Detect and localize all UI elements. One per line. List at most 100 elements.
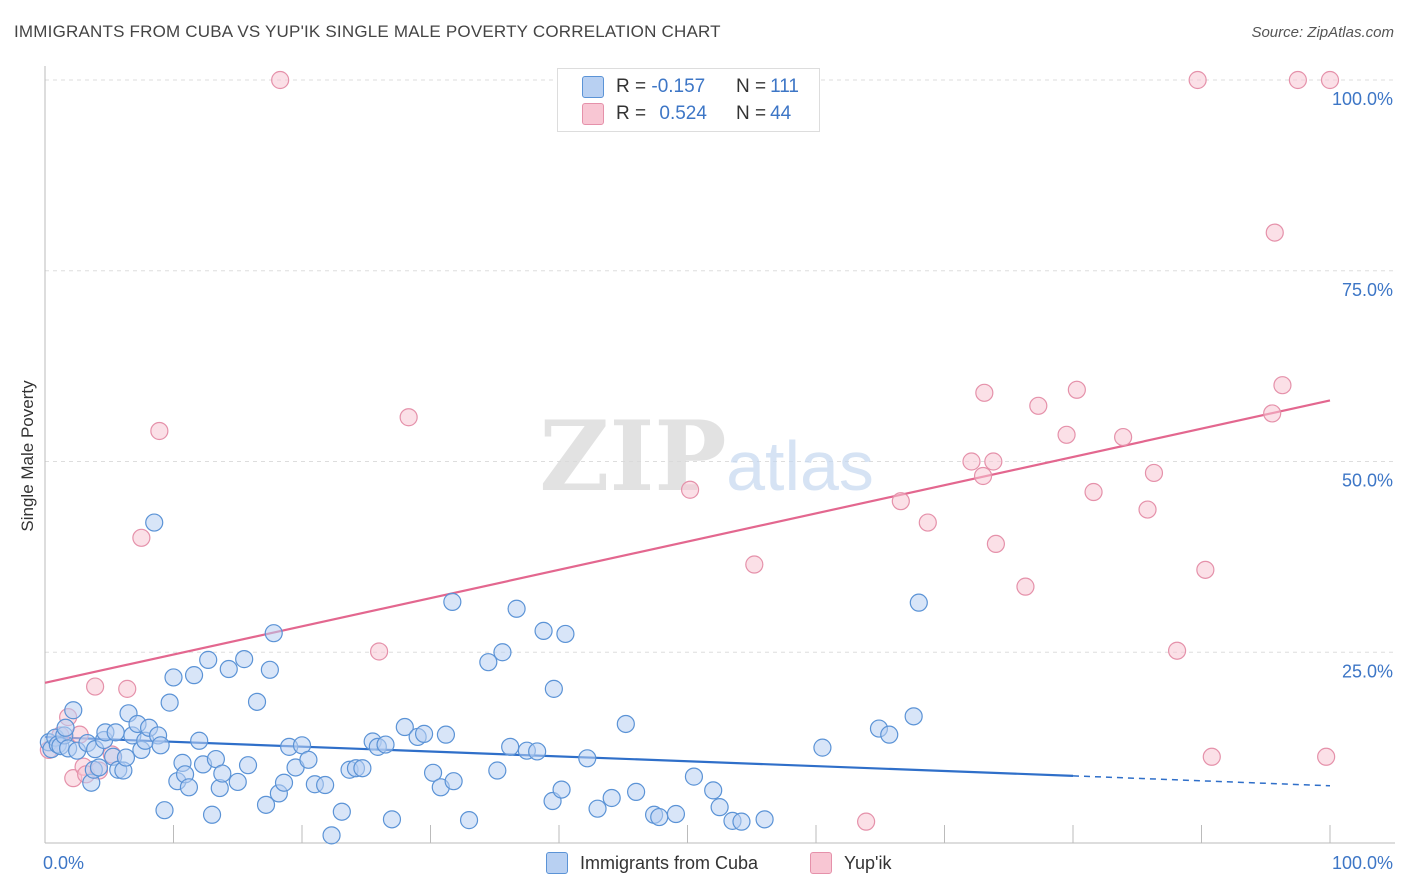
cuba-point xyxy=(56,718,75,737)
yupik-point xyxy=(1138,500,1157,519)
cuba-point xyxy=(235,650,254,669)
cuba-point xyxy=(704,781,723,800)
cuba-point xyxy=(493,643,512,662)
trendlines xyxy=(44,399,1331,787)
cuba-point xyxy=(299,750,318,769)
y-tick-label: 100.0% xyxy=(1332,89,1393,109)
y-tick-label: 75.0% xyxy=(1342,280,1393,300)
cuba-point xyxy=(164,668,183,687)
yupik-point xyxy=(745,555,764,574)
cuba-point xyxy=(353,759,372,778)
yupik-point xyxy=(1188,70,1207,90)
yupik-point xyxy=(891,492,910,511)
cuba-point xyxy=(151,736,170,755)
cuba-point xyxy=(544,679,563,698)
yupik-trendline xyxy=(44,399,1331,684)
cuba-point xyxy=(145,513,164,532)
yupik-point xyxy=(1265,223,1284,242)
legend-n-value-cuba: 111 xyxy=(770,76,799,97)
yupik-point xyxy=(1029,396,1048,415)
cuba-point xyxy=(184,666,204,685)
axes xyxy=(44,66,1395,844)
yupik-point xyxy=(986,534,1006,554)
cuba-point xyxy=(507,599,526,618)
yupik-point xyxy=(1202,747,1221,766)
bottom-legend-swatch-cuba xyxy=(546,852,568,874)
cuba-point xyxy=(813,738,832,757)
cuba-point xyxy=(64,701,83,720)
cuba-trendline xyxy=(44,735,1074,777)
cuba-point xyxy=(443,592,462,611)
cuba-point xyxy=(332,802,351,821)
cuba-point xyxy=(256,795,276,814)
bottom-legend-label-yupik: Yup'ik xyxy=(844,852,892,873)
legend-r-label: R = xyxy=(616,103,652,124)
cuba-point xyxy=(880,725,899,744)
cuba-point xyxy=(264,624,283,643)
bottom-legend-label-cuba: Immigrants from Cuba xyxy=(580,852,759,873)
cuba-point xyxy=(414,724,434,743)
yupik-point xyxy=(132,528,151,547)
yupik-point xyxy=(399,408,418,427)
legend-row-yupik: R = 0.524 N = 44 xyxy=(582,102,791,126)
yupik-point xyxy=(271,70,290,90)
x-tick-label: 100.0% xyxy=(1332,853,1393,873)
cuba-point xyxy=(488,761,507,780)
cuba-point xyxy=(710,798,729,817)
legend-r-value-yupik: 0.524 xyxy=(659,103,707,124)
x-tick-label: 0.0% xyxy=(43,853,84,873)
cuba-point xyxy=(436,725,456,744)
yupik-point xyxy=(1196,560,1215,579)
watermark-atlas: atlas xyxy=(726,427,874,505)
cuba-point xyxy=(626,782,646,801)
cuba-point xyxy=(904,707,923,726)
cuba-point xyxy=(219,659,238,679)
cuba-trendline-extension xyxy=(1072,775,1331,787)
legend-row-cuba: R = -0.157 N = 111 xyxy=(582,75,799,99)
chart-title: IMMIGRANTS FROM CUBA VS YUP'IK SINGLE MA… xyxy=(14,22,721,41)
yupik-point xyxy=(962,452,981,471)
cuba-point xyxy=(89,758,109,777)
yupik-point xyxy=(973,466,993,486)
yupik-point xyxy=(1263,404,1282,423)
bottom-legend-cuba: Immigrants from Cuba xyxy=(546,852,758,874)
cuba-point xyxy=(552,780,571,799)
cuba-point xyxy=(179,778,199,797)
cuba-point xyxy=(534,621,553,640)
stats-legend: R = -0.157 N = 111 R = 0.524 N = 44 xyxy=(557,68,820,132)
cuba-point xyxy=(228,772,247,792)
yupik-point xyxy=(1067,380,1086,399)
cuba-point xyxy=(160,693,179,712)
yupik-point xyxy=(1317,747,1336,766)
yupik-point xyxy=(680,480,700,499)
cuba-point xyxy=(238,756,258,775)
cuba-point xyxy=(578,749,597,768)
cuba-point xyxy=(190,731,209,750)
cuba-point xyxy=(376,735,395,754)
yupik-point xyxy=(1144,463,1164,483)
yupik-point xyxy=(1057,425,1076,444)
cuba-point xyxy=(116,748,136,767)
yupik-point xyxy=(1084,482,1103,502)
tick-labels: 25.0% 50.0% 75.0% 100.0% 0.0% 100.0% xyxy=(43,89,1393,873)
yupik-point xyxy=(370,642,389,661)
cuba-point xyxy=(199,650,218,669)
cuba-point xyxy=(274,773,294,792)
legend-r-label: R = xyxy=(616,76,652,97)
cuba-point xyxy=(909,593,928,612)
cuba-point xyxy=(106,723,125,742)
cuba-point xyxy=(479,653,498,672)
legend-swatch-cuba xyxy=(582,76,604,98)
cuba-point xyxy=(616,714,635,734)
yupik-points xyxy=(39,70,1340,831)
bottom-legend-yupik: Yup'ik xyxy=(810,852,891,874)
cuba-point xyxy=(650,807,669,827)
bottom-legend-swatch-yupik xyxy=(810,852,832,874)
yupik-point xyxy=(118,679,137,698)
watermark-zip: ZIP xyxy=(539,400,726,513)
yupik-point xyxy=(150,421,169,441)
cuba-point xyxy=(556,624,575,644)
cuba-point xyxy=(213,764,232,783)
source-label: Source: ZipAtlas.com xyxy=(1251,24,1394,41)
